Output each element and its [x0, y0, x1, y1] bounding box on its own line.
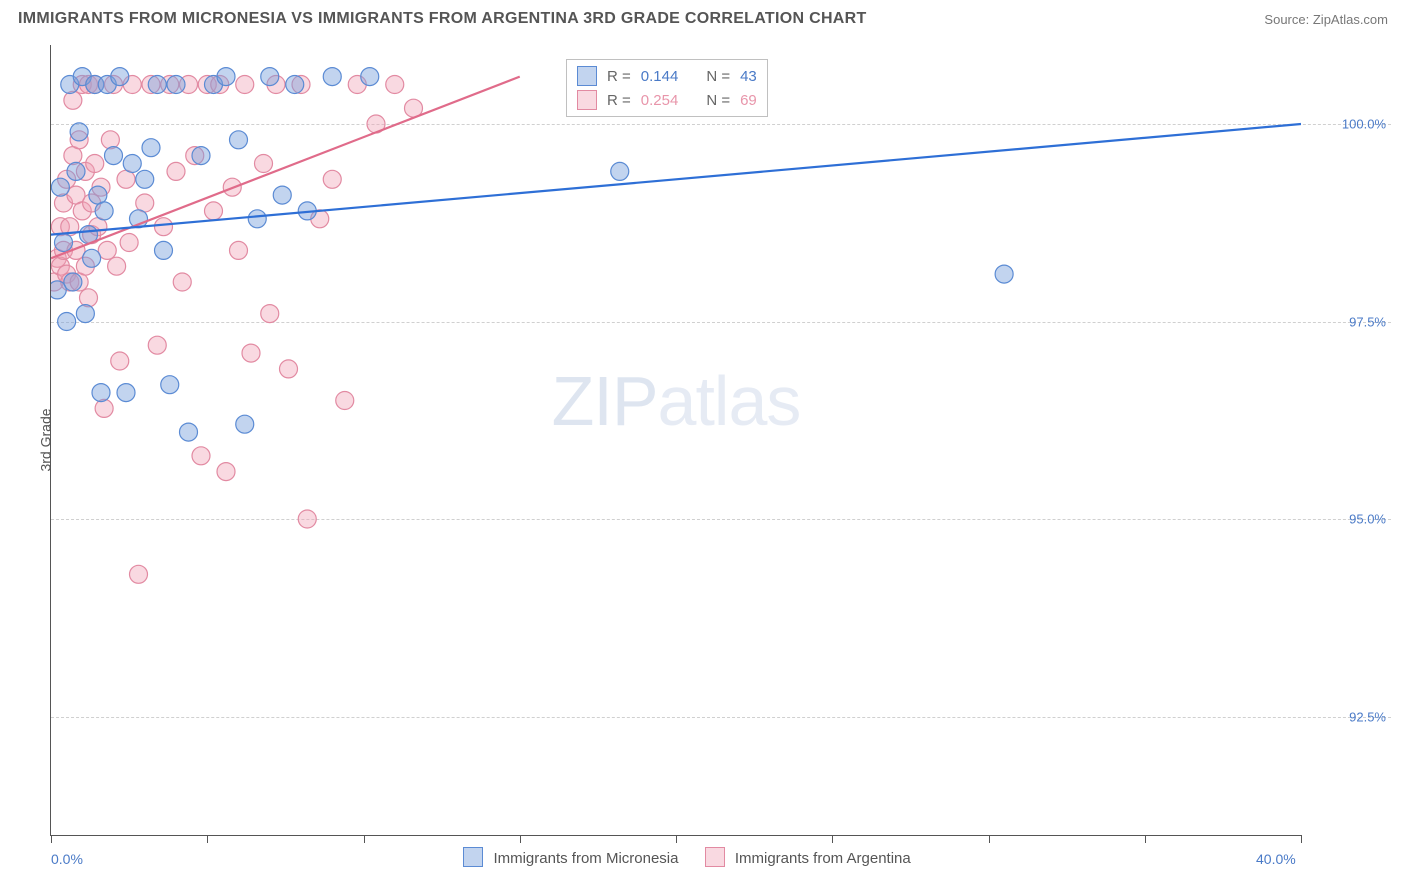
- scatter-point: [120, 234, 138, 252]
- scatter-point: [336, 392, 354, 410]
- scatter-point: [142, 139, 160, 157]
- scatter-point: [298, 510, 316, 528]
- scatter-point: [273, 186, 291, 204]
- scatter-point: [248, 210, 266, 228]
- chart-container: 3rd Grade 92.5%95.0%97.5%100.0% ZIPatlas…: [50, 45, 1390, 835]
- scatter-point: [80, 289, 98, 307]
- scatter-point: [280, 360, 298, 378]
- trend-line: [51, 77, 520, 259]
- scatter-point: [161, 376, 179, 394]
- scatter-point: [167, 162, 185, 180]
- scatter-point: [130, 565, 148, 583]
- scatter-point: [95, 399, 113, 417]
- scatter-point: [261, 305, 279, 323]
- bottom-legend: Immigrants from Micronesia Immigrants fr…: [51, 847, 1301, 867]
- scatter-point: [611, 162, 629, 180]
- y-tick-label: 92.5%: [1349, 709, 1386, 724]
- blue-r-value: 0.144: [641, 68, 679, 85]
- scatter-point: [111, 352, 129, 370]
- scatter-point: [995, 265, 1013, 283]
- n-label: N =: [706, 68, 730, 85]
- y-tick-label: 100.0%: [1342, 117, 1386, 132]
- plot-area: 92.5%95.0%97.5%100.0% ZIPatlas R = 0.144…: [50, 45, 1301, 836]
- r-label: R =: [607, 68, 631, 85]
- scatter-point: [323, 68, 341, 86]
- scatter-point: [217, 463, 235, 481]
- scatter-point: [92, 384, 110, 402]
- scatter-point: [167, 76, 185, 94]
- pink-swatch-icon: [577, 90, 597, 110]
- scatter-point: [192, 147, 210, 165]
- n-label-2: N =: [706, 92, 730, 109]
- scatter-point: [148, 76, 166, 94]
- scatter-point: [105, 147, 123, 165]
- scatter-point: [70, 123, 88, 141]
- scatter-point: [64, 91, 82, 109]
- scatter-point: [205, 202, 223, 220]
- chart-title: IMMIGRANTS FROM MICRONESIA VS IMMIGRANTS…: [18, 10, 867, 27]
- scatter-point: [58, 313, 76, 331]
- scatter-point: [55, 234, 73, 252]
- scatter-point: [117, 384, 135, 402]
- scatter-point: [111, 68, 129, 86]
- x-tick: [676, 835, 677, 843]
- pink-r-value: 0.254: [641, 92, 679, 109]
- scatter-point: [123, 155, 141, 173]
- scatter-point: [83, 249, 101, 267]
- x-tick: [989, 835, 990, 843]
- blue-legend-swatch-icon: [463, 847, 483, 867]
- scatter-point: [230, 131, 248, 149]
- x-tick: [1301, 835, 1302, 843]
- blue-n-value: 43: [740, 68, 757, 85]
- x-tick: [1145, 835, 1146, 843]
- scatter-point: [236, 76, 254, 94]
- x-tick: [520, 835, 521, 843]
- source-label: Source:: [1264, 12, 1309, 27]
- scatter-point: [51, 178, 69, 196]
- stats-row-pink: R = 0.254 N = 69: [577, 88, 757, 112]
- scatter-point: [108, 257, 126, 275]
- pink-n-value: 69: [740, 92, 757, 109]
- scatter-point: [192, 447, 210, 465]
- scatter-svg: [51, 45, 1301, 835]
- stats-box: R = 0.144 N = 43 R = 0.254 N = 69: [566, 59, 768, 117]
- source-attribution: Source: ZipAtlas.com: [1264, 12, 1388, 27]
- blue-swatch-icon: [577, 66, 597, 86]
- scatter-point: [255, 155, 273, 173]
- scatter-point: [173, 273, 191, 291]
- scatter-point: [236, 415, 254, 433]
- scatter-point: [155, 218, 173, 236]
- scatter-point: [180, 423, 198, 441]
- scatter-point: [323, 170, 341, 188]
- scatter-point: [361, 68, 379, 86]
- scatter-point: [64, 273, 82, 291]
- x-tick: [364, 835, 365, 843]
- y-tick-label: 97.5%: [1349, 314, 1386, 329]
- scatter-point: [261, 68, 279, 86]
- blue-legend-label: Immigrants from Micronesia: [493, 850, 678, 867]
- pink-legend-label: Immigrants from Argentina: [735, 850, 911, 867]
- scatter-point: [76, 305, 94, 323]
- scatter-point: [86, 155, 104, 173]
- x-tick: [207, 835, 208, 843]
- scatter-point: [95, 202, 113, 220]
- scatter-point: [242, 344, 260, 362]
- scatter-point: [101, 131, 119, 149]
- scatter-point: [386, 76, 404, 94]
- scatter-point: [136, 170, 154, 188]
- x-tick: [832, 835, 833, 843]
- scatter-point: [217, 68, 235, 86]
- r-label-2: R =: [607, 92, 631, 109]
- source-name: ZipAtlas.com: [1313, 12, 1388, 27]
- scatter-point: [286, 76, 304, 94]
- scatter-point: [155, 241, 173, 259]
- scatter-point: [148, 336, 166, 354]
- stats-row-blue: R = 0.144 N = 43: [577, 64, 757, 88]
- x-tick: [51, 835, 52, 843]
- scatter-point: [230, 241, 248, 259]
- y-tick-label: 95.0%: [1349, 512, 1386, 527]
- pink-legend-swatch-icon: [705, 847, 725, 867]
- scatter-point: [67, 162, 85, 180]
